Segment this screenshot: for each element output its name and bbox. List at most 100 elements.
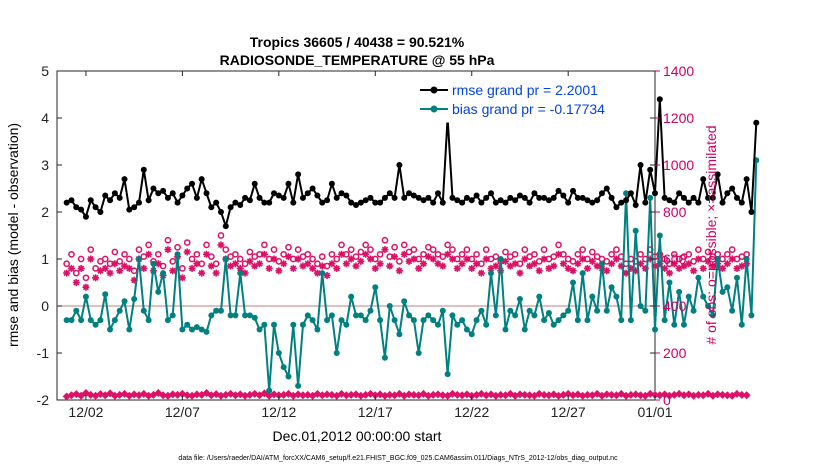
possible-obs-marker xyxy=(728,246,736,253)
bias-point xyxy=(531,312,538,319)
possible-obs-marker xyxy=(63,260,70,268)
assimilated-obs-marker xyxy=(318,262,326,270)
assimilated-obs-marker xyxy=(521,255,529,263)
assimilated-obs-marker xyxy=(169,267,177,275)
bias-point xyxy=(198,326,205,333)
bias-point xyxy=(135,256,142,262)
assimilated-obs-marker xyxy=(347,255,355,263)
legend: rmse grand pr = 2.2001 bias grand pr = -… xyxy=(414,77,646,123)
bias-point xyxy=(193,324,200,331)
bias-point xyxy=(463,326,470,333)
possible-obs-marker xyxy=(318,253,326,260)
bias-point xyxy=(415,350,422,356)
rmse-point xyxy=(386,190,393,197)
assimilated-obs-marker xyxy=(231,260,239,268)
rmse-point xyxy=(541,194,548,201)
bias-point xyxy=(690,307,697,314)
bias-point xyxy=(410,317,417,324)
rmse-point xyxy=(246,197,253,204)
assimilated-obs-marker xyxy=(555,250,563,258)
bias-point xyxy=(743,256,750,262)
rmse-point xyxy=(468,197,475,204)
rmse-point xyxy=(155,190,162,197)
bias-point xyxy=(299,321,306,328)
rmse-point xyxy=(618,199,625,206)
possible-obs-marker xyxy=(285,243,292,251)
bias-point xyxy=(102,291,109,298)
assimilated-obs-marker xyxy=(458,260,466,268)
possible-obs-marker xyxy=(458,250,466,258)
rmse-point xyxy=(126,206,133,213)
assimilated-obs-marker xyxy=(675,264,683,272)
bias-point xyxy=(502,326,509,333)
rmse-point xyxy=(357,199,364,206)
rmse-point xyxy=(343,192,350,199)
assimilated-obs-marker xyxy=(579,255,587,263)
rmse-point xyxy=(131,204,138,211)
rmse-point xyxy=(121,176,128,183)
assimilated-obs-marker xyxy=(92,274,100,282)
bias-point xyxy=(709,312,716,319)
rmse-point xyxy=(391,194,398,201)
possible-obs-marker xyxy=(492,253,500,260)
x-axis-label: Dec.01,2012 00:00:00 start xyxy=(273,428,442,444)
assimilated-obs-marker xyxy=(63,269,71,277)
assimilated-obs-marker xyxy=(564,264,572,272)
assimilated-obs-marker xyxy=(569,267,577,275)
legend-rmse-label: rmse grand pr = 2.2001 xyxy=(452,82,598,98)
assimilated-obs-marker xyxy=(309,264,317,272)
bias-point xyxy=(666,279,673,286)
bias-point xyxy=(290,321,297,328)
rejected-obs-marker xyxy=(651,390,659,399)
bias-point xyxy=(324,317,331,324)
rmse-point xyxy=(454,197,461,204)
assimilated-obs-marker xyxy=(227,262,235,270)
bias-point xyxy=(420,317,427,324)
bias-point xyxy=(78,317,85,324)
rmse-point xyxy=(160,187,167,194)
assimilated-obs-marker xyxy=(608,260,616,268)
possible-obs-marker xyxy=(347,246,355,253)
bias-point xyxy=(92,321,99,328)
assimilated-obs-marker xyxy=(130,276,138,284)
rejected-obs-marker xyxy=(298,391,307,400)
legend-bias-label: bias grand pr = -0.17734 xyxy=(452,101,605,117)
possible-obs-marker xyxy=(511,250,519,258)
bias-point xyxy=(603,307,610,314)
possible-obs-marker xyxy=(294,246,302,253)
rmse-point xyxy=(560,192,567,199)
assimilated-obs-marker xyxy=(140,264,148,272)
rmse-point xyxy=(521,194,528,201)
rmse-point xyxy=(285,180,292,187)
bias-point xyxy=(676,288,683,295)
bias-series xyxy=(63,157,760,394)
possible-obs-marker xyxy=(429,246,437,253)
rmse-point xyxy=(743,176,750,183)
assimilated-obs-marker xyxy=(477,269,485,277)
rejected-obs-marker xyxy=(409,390,418,399)
bias-point xyxy=(536,293,543,300)
assimilated-obs-marker xyxy=(400,250,408,258)
assimilated-obs-marker xyxy=(574,260,582,268)
bias-point xyxy=(266,387,273,394)
bias-point xyxy=(652,326,658,333)
rmse-point xyxy=(439,199,446,206)
right-tick-label: 400 xyxy=(663,298,687,314)
rejected-obs-marker xyxy=(385,390,394,399)
bias-point xyxy=(516,295,523,302)
right-tick-label: 200 xyxy=(663,345,687,361)
assimilated-obs-marker xyxy=(656,260,664,268)
assimilated-obs-marker xyxy=(284,253,292,261)
bias-point xyxy=(184,321,191,328)
rmse-point xyxy=(213,199,220,206)
bias-point xyxy=(497,256,504,262)
rmse-point xyxy=(150,185,157,192)
assimilated-obs-marker xyxy=(106,269,114,277)
rmse-point xyxy=(492,199,499,206)
assimilated-obs-marker xyxy=(275,267,283,275)
rmse-point xyxy=(227,204,234,211)
bias-point xyxy=(304,312,311,319)
assimilated-obs-marker xyxy=(434,260,442,268)
rejected-obs-marker xyxy=(438,391,447,400)
assimilated-obs-marker xyxy=(723,260,731,268)
